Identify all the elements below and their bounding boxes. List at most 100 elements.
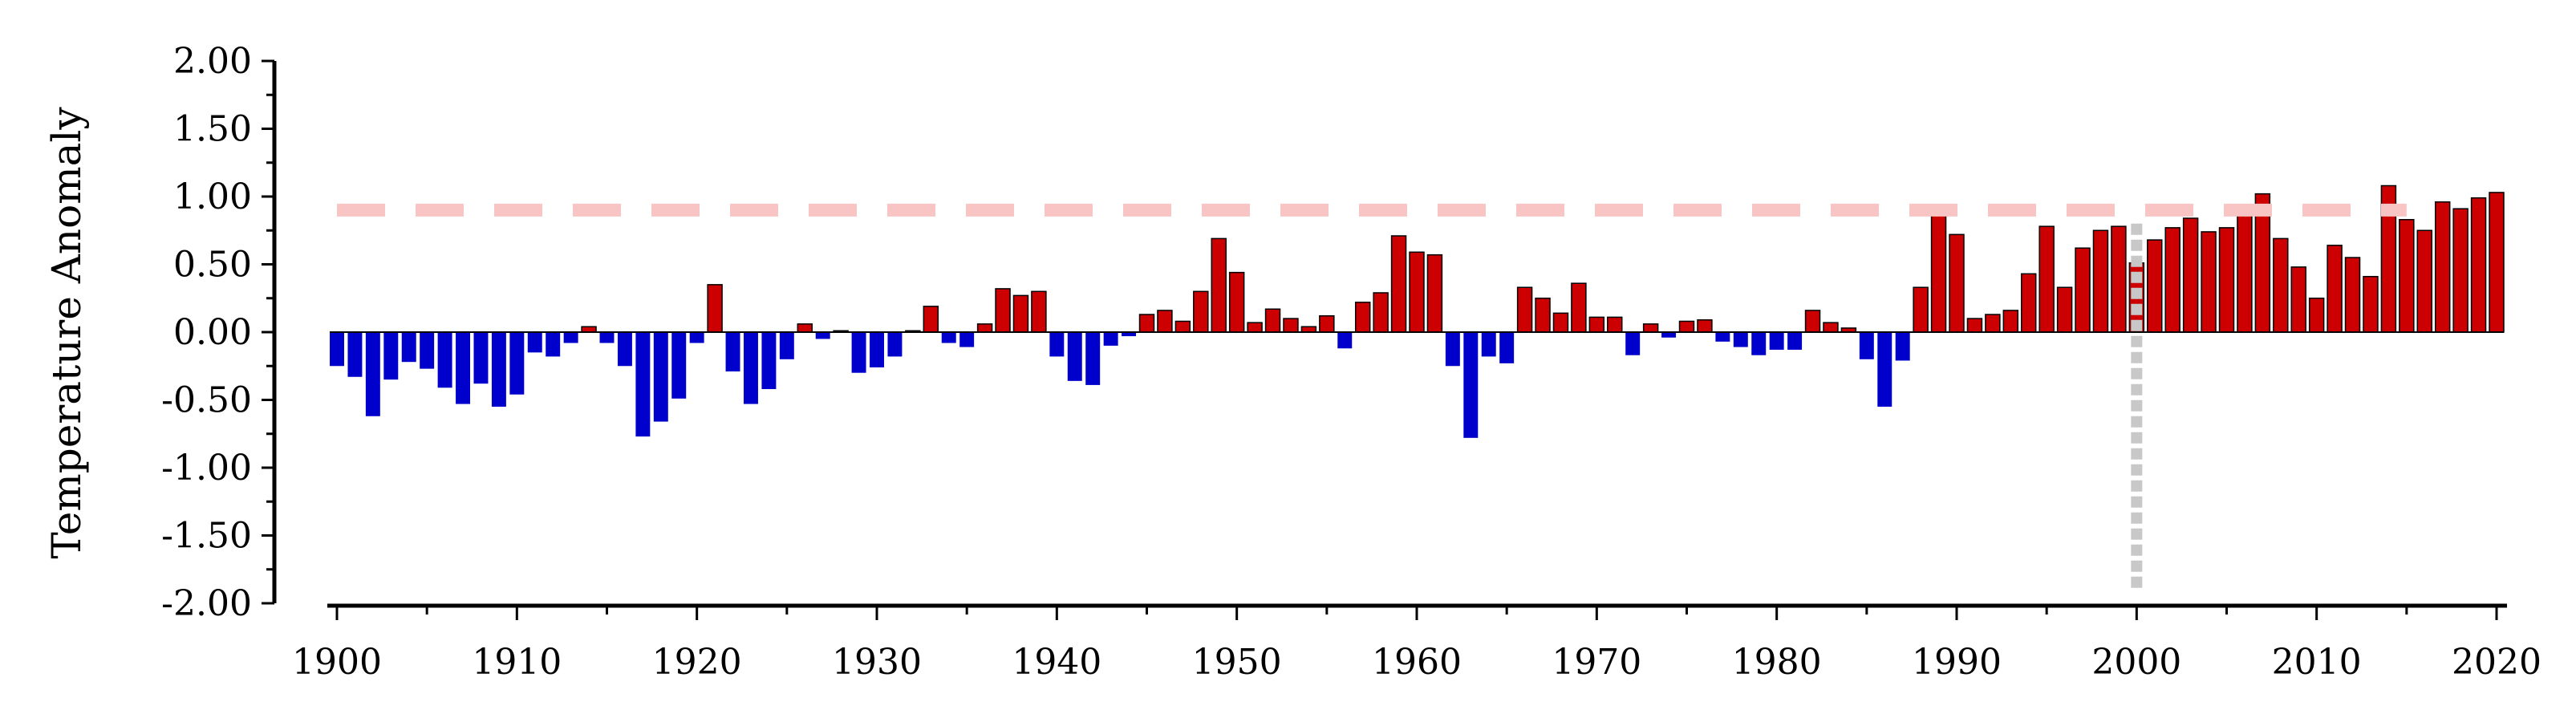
bar-2011 (2327, 245, 2343, 333)
bar-1957 (1354, 302, 1371, 333)
bar-1933 (923, 306, 939, 333)
bar-1909 (491, 332, 506, 407)
y-axis-title: Temperature Anomaly (43, 107, 90, 559)
y-tick-label: 0.00 (173, 312, 252, 353)
bar-1904 (401, 332, 416, 363)
bar-1919 (671, 332, 687, 399)
bar-1930 (870, 332, 884, 367)
bar-2004 (2201, 231, 2217, 333)
x-tick-label: 1970 (1552, 642, 1641, 683)
bar-1963 (1463, 332, 1479, 438)
bar-1978 (1733, 332, 1748, 347)
y-tick-label: 1.50 (173, 109, 252, 150)
bar-1987 (1895, 332, 1910, 361)
x-tick-label: 1930 (832, 642, 922, 683)
bar-1926 (797, 323, 813, 333)
x-tick-label: 2010 (2272, 642, 2362, 683)
bar-1939 (1031, 290, 1047, 333)
bar-1982 (1804, 310, 1821, 333)
bar-1936 (976, 323, 993, 333)
bar-1927 (815, 332, 830, 339)
bar-1942 (1085, 332, 1101, 385)
bar-1911 (527, 332, 542, 353)
bar-1985 (1859, 332, 1874, 359)
bar-2020 (2489, 192, 2505, 333)
bar-1924 (761, 332, 777, 389)
bar-1918 (653, 332, 668, 422)
bar-1908 (473, 332, 489, 384)
bar-2002 (2164, 227, 2180, 333)
bar-1900 (330, 332, 344, 367)
x-tick-label: 1990 (1912, 642, 2002, 683)
bar-2018 (2452, 208, 2468, 333)
bars (330, 185, 2505, 438)
x-tick-label: 1960 (1372, 642, 1462, 683)
bar-1913 (563, 332, 578, 343)
bar-1979 (1751, 332, 1767, 355)
y-tick-label: 2.00 (173, 41, 252, 82)
bar-1917 (635, 332, 651, 437)
bar-1912 (546, 332, 561, 357)
bar-2016 (2416, 229, 2432, 333)
bar-1983 (1823, 322, 1839, 333)
bar-1950 (1228, 271, 1245, 333)
bar-1964 (1481, 332, 1496, 357)
bar-2017 (2434, 201, 2451, 333)
bar-1940 (1049, 332, 1065, 357)
y-tick-label: -2.00 (161, 583, 252, 624)
bar-1971 (1607, 316, 1623, 333)
bar-1944 (1122, 332, 1137, 337)
bar-1986 (1877, 332, 1892, 407)
bar-1956 (1337, 332, 1353, 349)
bar-2005 (2218, 227, 2235, 333)
bar-1962 (1445, 332, 1460, 367)
bar-1903 (383, 332, 399, 380)
bar-1973 (1642, 323, 1659, 333)
bar-1992 (1985, 314, 2001, 333)
x-tick-label: 1900 (292, 642, 382, 683)
bar-2015 (2399, 218, 2415, 333)
bar-2008 (2273, 237, 2289, 333)
y-tick-label: 1.00 (173, 176, 252, 217)
bar-1975 (1678, 320, 1695, 333)
bar-1953 (1283, 318, 1299, 333)
bar-1910 (509, 332, 525, 395)
bar-1943 (1103, 332, 1118, 346)
x-tick-label: 1940 (1012, 642, 1101, 683)
bar-1996 (2056, 286, 2073, 333)
bar-1981 (1787, 332, 1803, 350)
bar-1965 (1499, 332, 1515, 363)
bar-1949 (1211, 237, 1227, 333)
bar-1951 (1247, 322, 1263, 333)
y-tick-label: -0.50 (161, 380, 252, 421)
bar-2009 (2290, 266, 2306, 333)
bar-1994 (2021, 273, 2037, 333)
y-tick-label: -1.00 (161, 448, 252, 489)
bar-1991 (1966, 318, 1983, 333)
bar-1977 (1715, 332, 1730, 342)
bar-1952 (1264, 308, 1281, 333)
y-tick-label: -1.50 (161, 516, 252, 557)
bar-1925 (779, 332, 794, 359)
bar-1999 (2111, 225, 2127, 333)
bar-2001 (2147, 239, 2163, 333)
bar-1998 (2092, 229, 2109, 333)
bar-1947 (1174, 320, 1191, 333)
bar-1961 (1426, 254, 1443, 333)
bar-1916 (617, 332, 632, 367)
bar-1923 (743, 332, 758, 404)
x-tick-label: 1920 (652, 642, 742, 683)
bar-2019 (2470, 197, 2487, 333)
bar-2010 (2308, 298, 2325, 333)
bar-1954 (1300, 326, 1317, 333)
bar-1959 (1390, 235, 1407, 333)
bar-1997 (2075, 247, 2091, 333)
bar-1906 (437, 332, 452, 388)
bar-1980 (1769, 332, 1784, 350)
bar-2006 (2237, 209, 2253, 333)
y-tick-label: 0.50 (173, 245, 252, 286)
bar-1921 (707, 284, 723, 333)
bar-1907 (456, 332, 471, 404)
bar-1938 (1012, 294, 1029, 333)
